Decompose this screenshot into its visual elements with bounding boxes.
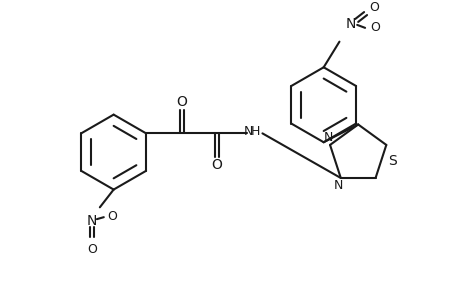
Text: O: O [369, 21, 379, 34]
Text: N: N [243, 125, 253, 138]
Text: N: N [345, 17, 356, 31]
Text: O: O [176, 95, 187, 109]
Text: H: H [250, 125, 260, 138]
Text: O: O [87, 243, 97, 256]
Text: S: S [387, 154, 396, 169]
Text: N: N [333, 179, 343, 192]
Text: N: N [87, 214, 97, 228]
Text: O: O [107, 210, 118, 223]
Text: O: O [368, 1, 378, 13]
Text: O: O [211, 158, 222, 172]
Text: N: N [323, 130, 332, 143]
